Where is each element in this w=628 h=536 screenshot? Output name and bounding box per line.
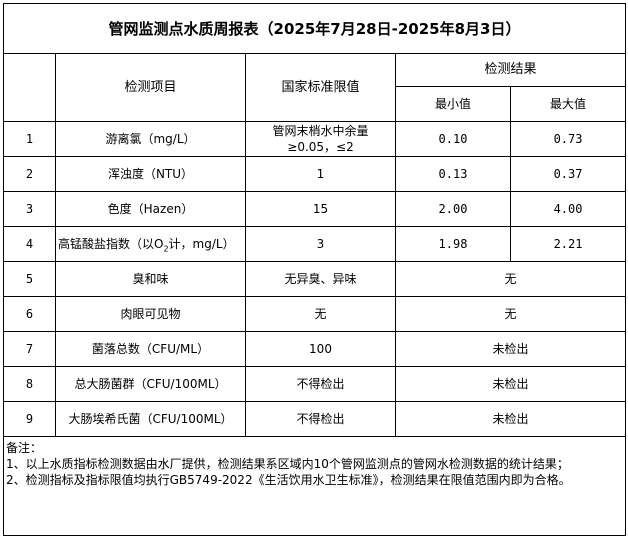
row-result: 未检出 (394, 331, 627, 367)
row-max: 4.00 (509, 191, 627, 227)
header-item: 检测项目 (55, 53, 246, 122)
header-max: 最大值 (509, 86, 627, 122)
row-no: 5 (3, 261, 56, 297)
row-result: 未检出 (394, 401, 627, 437)
row-item: 游离氯（mg/L） (55, 121, 246, 157)
table-row: 6 肉眼可见物 无 无 (3, 296, 627, 332)
row-min: 0.10 (395, 121, 511, 157)
table-row: 5 臭和味 无异臭、异味 无 (3, 261, 627, 297)
row-result: 无 (394, 261, 627, 297)
table-row: 8 总大肠菌群（CFU/100ML） 不得检出 未检出 (3, 366, 627, 402)
notes-line-1: 1、以上水质指标检测数据由水厂提供，检测结果系区域内10个管网监测点的管网水检测… (6, 457, 569, 471)
table-row: 9 大肠埃希氏菌（CFU/100ML） 不得检出 未检出 (3, 401, 627, 437)
row-no: 7 (3, 331, 56, 367)
row-no: 4 (3, 226, 56, 262)
row-standard: 100 (245, 331, 396, 367)
row-max: 0.73 (509, 121, 627, 157)
row-min: 2.00 (395, 191, 511, 227)
row-item-suffix: 计，mg/L） (168, 237, 235, 251)
row-item: 高锰酸盐指数（以O2计，mg/L） (55, 226, 246, 262)
row-no: 6 (3, 296, 56, 332)
row-item: 浑浊度（NTU） (55, 156, 246, 192)
table-row: 3 色度（Hazen） 15 2.00 4.00 (3, 191, 627, 227)
row-item-subscript: 2 (163, 244, 169, 254)
header-result: 检测结果 (394, 53, 627, 87)
row-standard: 不得检出 (245, 366, 396, 402)
row-item-prefix: 高锰酸盐指数（以O (58, 237, 164, 251)
notes-label: 备注： (6, 441, 43, 455)
table-row: 7 菌落总数（CFU/ML） 100 未检出 (3, 331, 627, 367)
notes-line-2: 2、检测指标及指标限值均执行GB5749-2022《生活饮用水卫生标准》，检测结… (6, 473, 571, 487)
row-standard: 无 (245, 296, 396, 332)
row-item: 肉眼可见物 (55, 296, 246, 332)
row-max: 2.21 (509, 226, 627, 262)
row-item: 菌落总数（CFU/ML） (55, 331, 246, 367)
row-standard: 1 (245, 156, 396, 192)
row-item: 总大肠菌群（CFU/100ML） (55, 366, 246, 402)
row-standard: 无异臭、异味 (245, 261, 396, 297)
row-standard: 15 (245, 191, 396, 227)
row-item: 色度（Hazen） (55, 191, 246, 227)
row-no: 9 (3, 401, 56, 437)
report-title: 管网监测点水质周报表（2025年7月28日-2025年8月3日） (2, 3, 627, 54)
row-min: 0.13 (395, 156, 511, 192)
header-min: 最小值 (395, 86, 511, 122)
table-row: 2 浑浊度（NTU） 1 0.13 0.37 (3, 156, 627, 192)
row-result: 无 (394, 296, 627, 332)
row-standard: 不得检出 (245, 401, 396, 437)
row-item: 大肠埃希氏菌（CFU/100ML） (55, 401, 246, 437)
row-standard: 管网末梢水中余量≥0.05，≤2 (245, 121, 396, 157)
row-no: 2 (3, 156, 56, 192)
row-min: 1.98 (395, 226, 511, 262)
water-quality-report-table: 管网监测点水质周报表（2025年7月28日-2025年8月3日） 检测项目 国家… (2, 3, 627, 536)
row-result: 未检出 (394, 366, 627, 402)
row-no: 3 (3, 191, 56, 227)
row-standard: 3 (245, 226, 396, 262)
table-row: 4 高锰酸盐指数（以O2计，mg/L） 3 1.98 2.21 (3, 226, 627, 262)
row-max: 0.37 (509, 156, 627, 192)
header-no (3, 53, 56, 122)
table-row: 1 游离氯（mg/L） 管网末梢水中余量≥0.05，≤2 0.10 0.73 (3, 121, 627, 157)
header-standard: 国家标准限值 (245, 53, 396, 122)
notes-section: 备注： 1、以上水质指标检测数据由水厂提供，检测结果系区域内10个管网监测点的管… (2, 436, 627, 536)
row-item: 臭和味 (55, 261, 246, 297)
row-no: 1 (3, 121, 56, 157)
row-no: 8 (3, 366, 56, 402)
